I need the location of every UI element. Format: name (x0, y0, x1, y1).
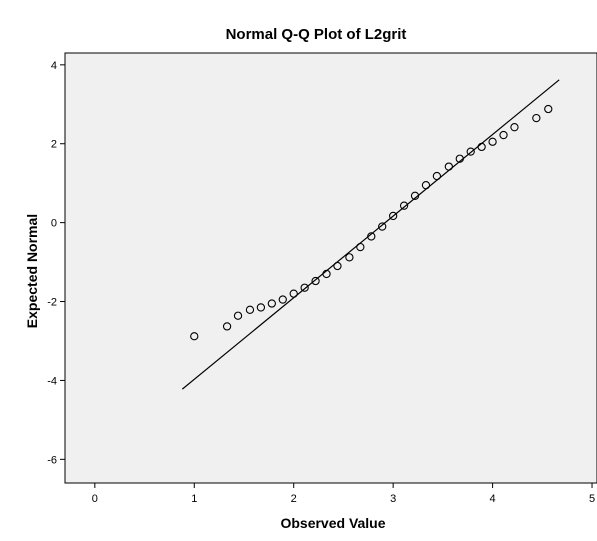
data-point (267, 299, 276, 308)
data-point (278, 295, 287, 304)
plot-area (64, 52, 597, 484)
y-tick-label: -2 (47, 297, 57, 309)
data-points (190, 104, 553, 341)
data-point (233, 311, 243, 320)
data-point (333, 261, 342, 271)
x-axis-label: Observed Value (280, 515, 385, 531)
x-axis: 0 1 2 3 4 5 (92, 483, 595, 505)
data-point (455, 154, 464, 163)
x-tick-label: 0 (92, 493, 98, 505)
data-point (532, 113, 541, 123)
data-point (421, 181, 431, 190)
data-point (388, 211, 398, 221)
data-point (190, 332, 199, 341)
data-point (356, 242, 365, 252)
data-point (544, 104, 553, 114)
data-point (488, 137, 497, 146)
x-tick-label: 2 (291, 493, 297, 505)
reference-line (181, 79, 560, 390)
x-tick-label: 4 (490, 493, 496, 505)
data-point (410, 191, 420, 200)
data-point (322, 269, 331, 279)
data-point (345, 253, 354, 262)
y-axis: 4 2 0 -2 -4 -6 (47, 60, 65, 466)
chart-title: Normal Q-Q Plot of L2grit (226, 26, 407, 43)
data-point (289, 289, 298, 298)
x-tick-label: 5 (589, 493, 595, 505)
data-point (300, 283, 309, 292)
y-axis-label: Expected Normal (24, 214, 40, 328)
data-point (466, 147, 475, 156)
data-point (378, 222, 387, 231)
x-tick-label: 3 (390, 493, 396, 505)
data-point (510, 123, 519, 132)
data-point (256, 303, 266, 312)
y-tick-label: 4 (51, 60, 57, 72)
y-tick-label: -4 (47, 375, 57, 387)
data-point (399, 201, 409, 210)
y-tick-label: 2 (51, 139, 57, 151)
x-tick-label: 1 (191, 493, 197, 505)
y-tick-label: 0 (51, 218, 57, 230)
data-point (311, 276, 320, 286)
data-point (367, 232, 376, 241)
data-point (477, 142, 486, 152)
data-point (499, 130, 508, 140)
data-point (444, 162, 453, 171)
data-point (432, 171, 442, 181)
data-point (222, 322, 232, 331)
data-point (245, 305, 255, 314)
y-tick-label: -6 (47, 454, 57, 466)
